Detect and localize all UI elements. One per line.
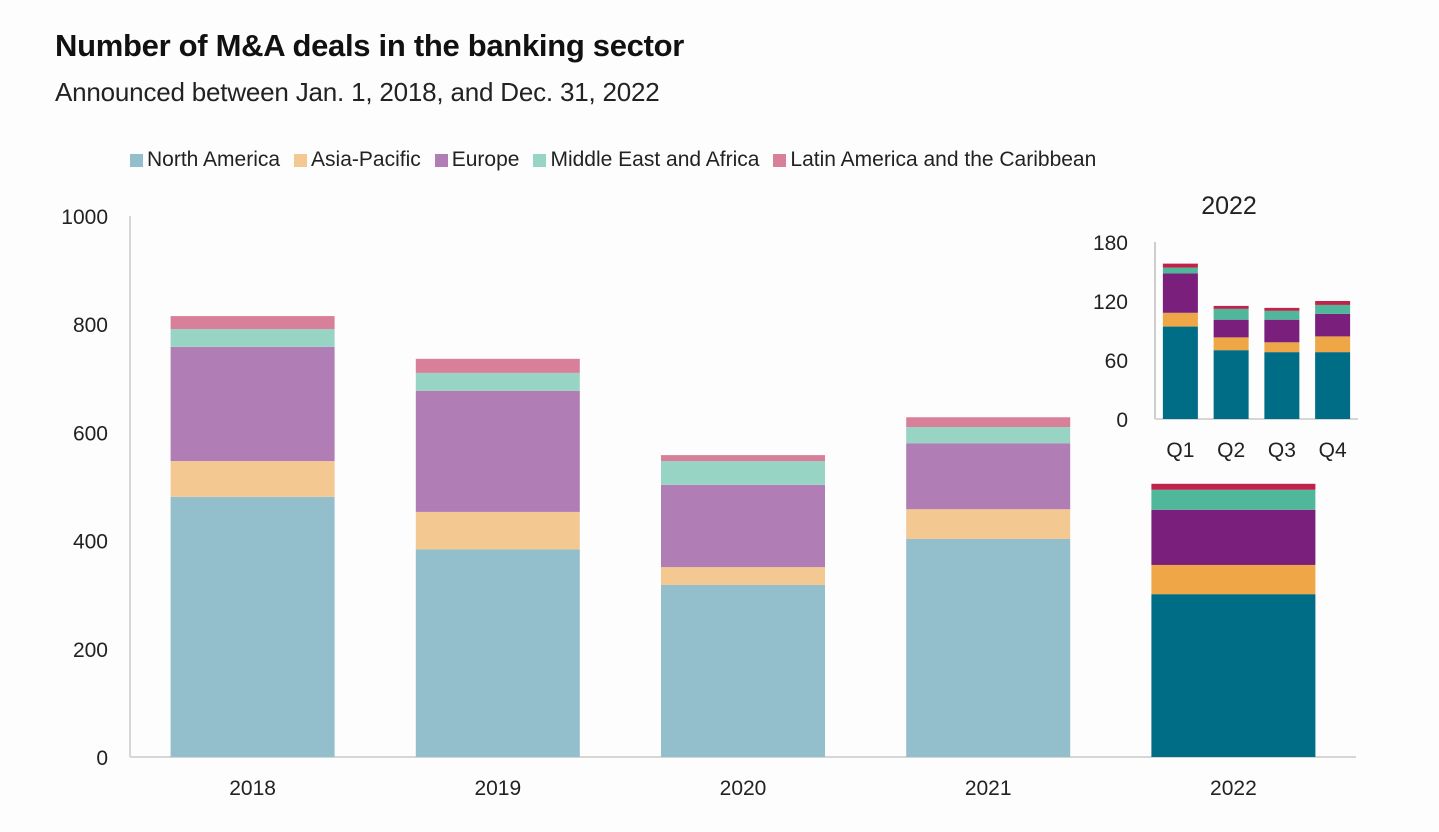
inset-bar-segment-asia-pacific-Q3 (1264, 342, 1300, 353)
legend-label: Asia-Pacific (311, 148, 421, 171)
inset-bar-segment-middle-east-and-africa-Q4 (1315, 304, 1351, 314)
bar-segment-latin-america-and-the-caribbean-2018 (170, 316, 335, 330)
bar-segment-asia-pacific-2020 (661, 567, 825, 585)
x-tick-label: 2022 (1210, 777, 1257, 800)
inset-y-tick-label: 180 (1093, 232, 1128, 255)
inset-bar-segment-north-america-Q4 (1315, 352, 1351, 419)
legend-item-latin-america: Latin America and the Caribbean (773, 148, 1096, 172)
bar-segment-north-america-2019 (415, 549, 580, 757)
legend-item-north-america: North America (130, 148, 280, 172)
bar-segment-europe-2019 (415, 390, 580, 512)
inset-bar-segment-asia-pacific-Q1 (1162, 312, 1198, 327)
legend-item-middle-east-africa: Middle East and Africa (533, 148, 759, 172)
inset-bar-segment-europe-Q1 (1162, 273, 1198, 313)
y-tick-label: 0 (96, 747, 108, 770)
inset-bar-segment-asia-pacific-Q4 (1315, 336, 1351, 353)
inset-bar-segment-middle-east-and-africa-Q2 (1213, 308, 1249, 320)
inset-bar-segment-north-america-Q3 (1264, 352, 1300, 419)
bar-segment-latin-america-and-the-caribbean-2020 (661, 455, 825, 462)
legend-label: North America (147, 148, 281, 171)
legend-swatch (294, 153, 308, 167)
inset-y-tick-label: 120 (1093, 291, 1128, 314)
inset-bar-segment-middle-east-and-africa-Q3 (1264, 310, 1300, 320)
x-tick-label: 2021 (965, 777, 1012, 800)
inset-bar-segment-europe-Q2 (1213, 319, 1249, 338)
bar-segment-asia-pacific-2021 (906, 509, 1071, 539)
bar-segment-latin-america-and-the-caribbean-2022 (1151, 483, 1316, 490)
legend-swatch (533, 153, 547, 167)
legend-swatch (773, 153, 787, 167)
legend-label: Middle East and Africa (550, 148, 760, 171)
legend-label: Europe (451, 148, 520, 171)
bar-segment-middle-east-and-africa-2021 (906, 426, 1071, 444)
bar-segment-europe-2020 (661, 484, 825, 568)
inset-x-tick-label: Q1 (1166, 439, 1194, 462)
inset-bar-segment-latin-america-and-the-caribbean-Q2 (1213, 305, 1249, 309)
inset-y-tick-label: 0 (1116, 409, 1128, 432)
bar-segment-north-america-2022 (1151, 594, 1316, 757)
bar-segment-europe-2021 (906, 443, 1071, 510)
inset-bar-segment-north-america-Q1 (1162, 326, 1198, 419)
inset-x-tick-label: Q2 (1217, 439, 1245, 462)
bar-segment-north-america-2018 (170, 496, 335, 757)
inset-x-tick-label: Q4 (1319, 439, 1347, 462)
y-tick-label: 800 (73, 314, 108, 337)
bar-segment-middle-east-and-africa-2020 (661, 461, 825, 485)
x-tick-label: 2019 (474, 777, 521, 800)
inset-x-tick-label: Q3 (1268, 439, 1296, 462)
bar-segment-asia-pacific-2019 (415, 511, 580, 550)
inset-bar-segment-latin-america-and-the-caribbean-Q3 (1264, 307, 1300, 311)
inset-bar-segment-europe-Q3 (1264, 319, 1300, 343)
inset-y-tick-label: 60 (1105, 350, 1128, 373)
y-tick-label: 400 (73, 531, 108, 554)
chart-subtitle: Announced between Jan. 1, 2018, and Dec.… (55, 77, 660, 107)
inset-bar-segment-europe-Q4 (1315, 313, 1351, 337)
bar-segment-europe-2022 (1151, 509, 1316, 565)
inset-bar-segment-latin-america-and-the-caribbean-Q1 (1162, 263, 1198, 268)
bar-segment-north-america-2021 (906, 538, 1071, 757)
legend-label: Latin America and the Caribbean (790, 148, 1097, 171)
bar-segment-latin-america-and-the-caribbean-2019 (415, 358, 580, 373)
bar-segment-europe-2018 (170, 346, 335, 462)
legend-item-europe: Europe (434, 148, 520, 172)
chart-title: Number of M&A deals in the banking secto… (55, 28, 685, 63)
inset-bar-segment-north-america-Q2 (1213, 350, 1249, 419)
bar-segment-asia-pacific-2022 (1151, 564, 1316, 595)
bar-segment-asia-pacific-2018 (170, 461, 335, 497)
inset-title: 2022 (1201, 192, 1257, 220)
legend-swatch (434, 153, 448, 167)
inset-bar-segment-latin-america-and-the-caribbean-Q4 (1315, 301, 1351, 305)
y-tick-label: 600 (73, 422, 108, 445)
bar-segment-latin-america-and-the-caribbean-2021 (906, 417, 1071, 427)
inset-bar-segment-middle-east-and-africa-Q1 (1162, 267, 1198, 274)
x-tick-label: 2020 (720, 777, 767, 800)
y-tick-label: 200 (73, 639, 108, 662)
legend: North America Asia-Pacific Europe Middle… (130, 148, 1096, 172)
x-tick-label: 2018 (229, 777, 276, 800)
legend-item-asia-pacific: Asia-Pacific (294, 148, 421, 172)
bar-segment-middle-east-and-africa-2022 (1151, 489, 1316, 510)
inset-bar-segment-asia-pacific-Q2 (1213, 337, 1249, 351)
bar-segment-middle-east-and-africa-2019 (415, 372, 580, 391)
bar-segment-middle-east-and-africa-2018 (170, 329, 335, 347)
y-tick-label: 1000 (61, 206, 108, 229)
legend-swatch (130, 153, 143, 167)
bar-segment-north-america-2020 (661, 584, 825, 757)
